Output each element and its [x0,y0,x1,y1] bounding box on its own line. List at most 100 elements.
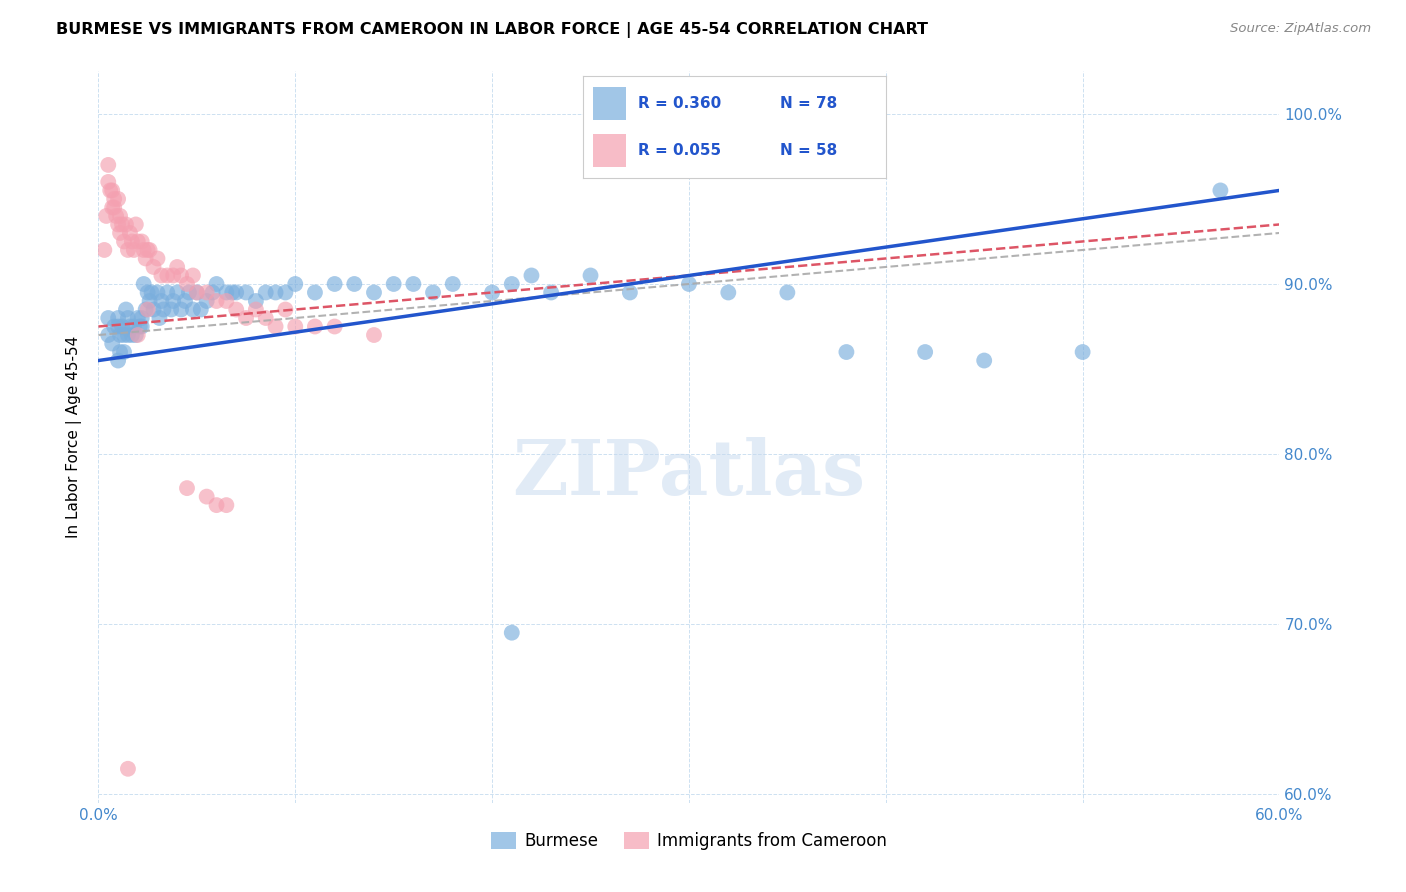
Point [103,192,125,206]
Point [162,268,184,283]
Point [166,285,188,300]
Point [108,226,131,240]
Legend: Burmese, Immigrants from Cameroon: Burmese, Immigrants from Cameroon [485,825,893,856]
Point [323,319,346,334]
Point [174,293,197,308]
Point [107,311,129,326]
Point [195,293,218,308]
Point [112,328,135,343]
Text: ZIPatlas: ZIPatlas [512,437,866,510]
Point [264,285,287,300]
Point [235,311,257,326]
Point [215,285,238,300]
Point [142,302,165,317]
Point [323,277,346,291]
Point [115,218,138,232]
Point [225,285,247,300]
Point [205,277,228,291]
Point [177,285,200,300]
Point [678,277,700,291]
Point [117,762,139,776]
Point [112,345,135,359]
Point [205,293,228,308]
Point [150,268,173,283]
Point [201,285,224,300]
Point [122,319,145,334]
Point [101,336,124,351]
Y-axis label: In Labor Force | Age 45-54: In Labor Force | Age 45-54 [66,336,83,538]
Point [156,285,179,300]
Point [107,319,129,334]
Point [481,285,503,300]
Point [125,328,148,343]
Point [162,293,184,308]
Point [176,277,198,291]
Point [105,209,128,223]
Point [501,277,523,291]
Point [142,260,165,274]
Point [215,293,238,308]
Point [98,183,121,197]
Point [97,328,120,343]
Text: R = 0.360: R = 0.360 [638,96,721,111]
Point [97,311,120,326]
Point [363,328,385,343]
Point [181,302,204,317]
Point [96,209,118,223]
FancyBboxPatch shape [592,135,626,167]
Point [274,302,297,317]
Point [152,302,174,317]
Point [136,243,159,257]
Point [107,192,129,206]
Point [132,243,155,257]
Point [221,285,243,300]
Point [101,183,124,197]
Point [160,302,183,317]
Text: BURMESE VS IMMIGRANTS FROM CAMEROON IN LABOR FORCE | AGE 45-54 CORRELATION CHART: BURMESE VS IMMIGRANTS FROM CAMEROON IN L… [56,22,928,38]
Point [225,302,247,317]
Point [117,311,139,326]
Point [138,293,160,308]
Point [1071,345,1094,359]
Point [914,345,936,359]
Point [382,277,405,291]
Point [93,243,115,257]
Point [363,285,385,300]
Point [441,277,464,291]
Point [205,498,228,512]
Point [127,328,149,343]
Point [304,319,326,334]
Point [117,243,139,257]
Point [501,625,523,640]
Point [195,285,218,300]
Text: Source: ZipAtlas.com: Source: ZipAtlas.com [1230,22,1371,36]
Point [304,285,326,300]
Text: N = 58: N = 58 [780,144,837,158]
Point [121,235,143,249]
Point [619,285,641,300]
Point [1209,183,1232,197]
Point [101,201,124,215]
Point [127,235,149,249]
Point [402,277,425,291]
Point [146,252,169,266]
Point [127,311,149,326]
Point [115,302,138,317]
Point [132,277,155,291]
Point [284,277,307,291]
Text: N = 78: N = 78 [780,96,837,111]
Point [146,285,169,300]
Point [108,328,131,343]
Point [150,293,173,308]
Point [135,302,157,317]
Point [136,302,159,317]
Point [181,268,204,283]
Point [103,319,125,334]
Point [103,201,125,215]
Point [121,328,143,343]
Point [520,268,543,283]
Point [135,252,157,266]
Point [235,285,257,300]
Point [97,158,120,172]
Point [97,175,120,189]
